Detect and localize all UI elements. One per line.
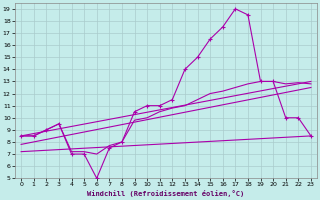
X-axis label: Windchill (Refroidissement éolien,°C): Windchill (Refroidissement éolien,°C) [87,190,245,197]
